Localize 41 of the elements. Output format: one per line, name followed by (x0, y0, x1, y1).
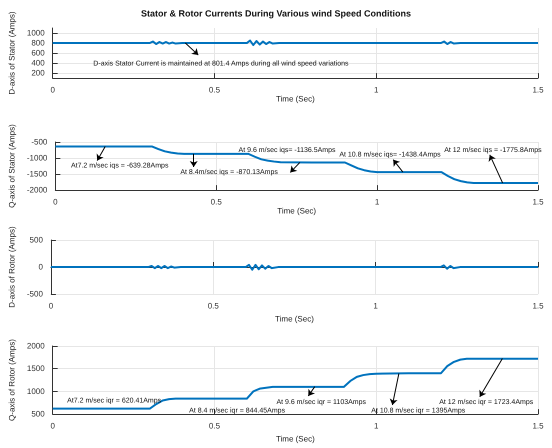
y-tick-label: 1000 (26, 386, 46, 396)
x-tick-label: 1.5 (532, 198, 544, 207)
y-tick-label: 600 (31, 48, 46, 58)
x-tick-label: 0 (48, 302, 54, 311)
x-tick-label: 0.5 (208, 302, 220, 311)
y-tick-label: 500 (31, 410, 46, 419)
x-tick-label: 0.5 (210, 198, 222, 207)
x-tick-label: 1.5 (532, 302, 544, 311)
y-tick-label: 1000 (26, 28, 46, 38)
y-tick-label: -1000 (26, 154, 48, 163)
x-tick-label: 0.5 (208, 422, 221, 431)
y-tick-label: 400 (31, 58, 46, 68)
y-tick-label: -500 (26, 290, 44, 299)
y-axis-title: D-axis of Rotor (Amps) (8, 226, 16, 308)
y-tick-label: 0 (38, 262, 44, 272)
x-axis-title: Time (Sec) (276, 94, 316, 104)
x-tick-label: 1 (374, 198, 380, 207)
chart-title: Stator & Rotor Currents During Various wind Speed Conditions (140, 8, 412, 18)
x-tick-label: 1.5 (532, 422, 544, 431)
x-tick-label: 0 (50, 422, 56, 431)
y-tick-label: -1500 (26, 170, 48, 179)
y-tick-label: 2000 (26, 342, 46, 350)
y-axis-title: D-axis of Stator (Amps) (8, 11, 16, 95)
x-tick-label: 0 (50, 86, 56, 95)
y-tick-label: -2000 (26, 186, 48, 195)
y-axis-title: Q-axis of Rotor (Amps) (8, 338, 16, 421)
x-tick-label: 1 (374, 422, 380, 431)
y-tick-label: 1500 (26, 364, 46, 374)
x-tick-label: 1.5 (532, 86, 544, 95)
x-axis-title: Time (Sec) (277, 206, 316, 216)
x-tick-label: 1 (374, 86, 380, 95)
x-axis-title: Time (Sec) (275, 314, 314, 324)
x-tick-label: 0 (53, 198, 58, 207)
y-tick-label: 200 (31, 68, 46, 78)
y-tick-label: 800 (31, 38, 46, 48)
x-axis-title: Time (Sec) (276, 434, 316, 444)
y-tick-label: 500 (30, 236, 44, 244)
x-tick-label: 0.5 (208, 86, 221, 95)
y-tick-label: -500 (31, 138, 48, 146)
y-axis-title: Q-axis of Stator (Amps) (8, 124, 16, 208)
x-tick-label: 1 (373, 302, 378, 311)
